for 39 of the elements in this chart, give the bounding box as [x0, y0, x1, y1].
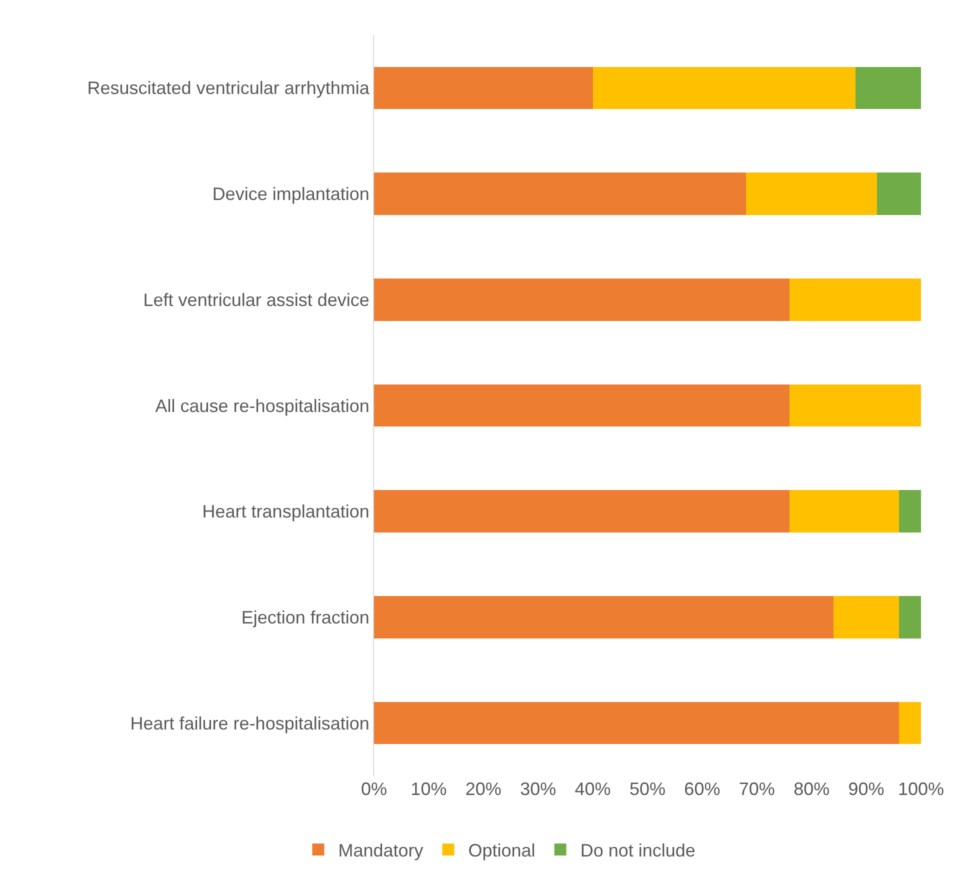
- x-tick-label: 90%: [848, 779, 884, 799]
- y-tick-label: All cause re-hospitalisation: [155, 396, 370, 416]
- bar: [877, 172, 921, 215]
- bar: [855, 66, 921, 110]
- x-tick-label: 10%: [410, 779, 447, 799]
- bar: [790, 384, 921, 427]
- y-tick-label: Ejection fraction: [241, 608, 370, 628]
- bar: [374, 172, 746, 215]
- bar: [374, 384, 790, 427]
- x-tick-label: 0%: [360, 779, 388, 799]
- bar: [374, 278, 790, 321]
- y-tick-label: Heart transplantation: [202, 502, 370, 522]
- x-tick-label: 40%: [574, 779, 611, 799]
- bar: [374, 596, 834, 638]
- x-tick-label: 70%: [738, 779, 775, 799]
- bar: [374, 66, 593, 110]
- legend-label: Do not include: [580, 840, 696, 860]
- legend-label: Optional: [468, 840, 536, 860]
- x-tick-label: 80%: [794, 779, 830, 799]
- bar: [790, 278, 921, 321]
- bar: [899, 490, 921, 533]
- y-tick-label: Device implantation: [212, 184, 370, 204]
- bar: [374, 702, 900, 744]
- x-tick-label: 30%: [520, 779, 556, 799]
- bar: [899, 596, 921, 638]
- bar: [899, 702, 921, 744]
- bar: [374, 490, 790, 533]
- y-tick-label: Resuscitated ventricular arrhythmia: [87, 78, 370, 98]
- x-tick-label: 50%: [629, 779, 666, 799]
- bar: [833, 596, 900, 638]
- y-tick-label: Heart failure re-hospitalisation: [130, 713, 370, 734]
- bar: [790, 490, 900, 533]
- y-tick-label: Left ventricular assist device: [143, 290, 370, 310]
- bar: [592, 66, 856, 110]
- x-tick-label: 20%: [465, 779, 502, 799]
- legend-label: Mandatory: [338, 840, 424, 860]
- x-tick-label: 60%: [684, 779, 720, 799]
- bar: [746, 172, 878, 215]
- x-tick-label: 100%: [898, 779, 944, 799]
